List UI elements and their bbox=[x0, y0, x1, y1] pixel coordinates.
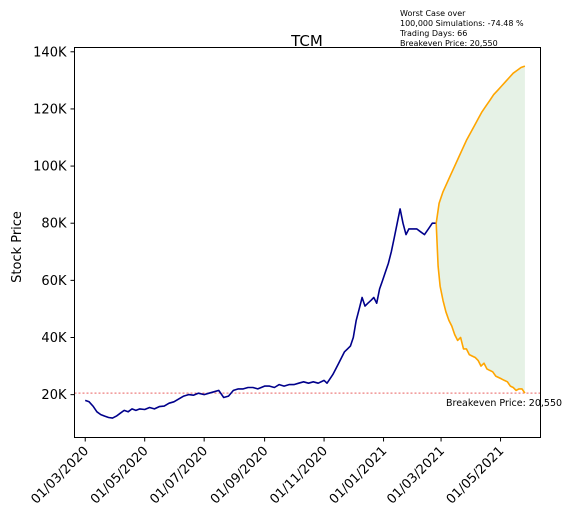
axes-frame bbox=[74, 47, 541, 438]
x-tick-label: 01/01/2021 bbox=[327, 444, 391, 508]
y-axis: 20K 40K 60K 80K 100K 120K 140K bbox=[33, 45, 75, 403]
annotation-line-2: 100,000 Simulations: -74.48 % bbox=[400, 19, 524, 28]
y-axis-label: Stock Price bbox=[10, 211, 25, 283]
x-tick-label: 01/11/2020 bbox=[267, 444, 331, 508]
y-tick-label: 60K bbox=[41, 274, 67, 289]
breakeven-label: Breakeven Price: 20,550 bbox=[446, 398, 562, 409]
y-tick-label: 100K bbox=[33, 160, 67, 175]
annotation-line-1: Worst Case over bbox=[400, 9, 466, 18]
historical-price-line bbox=[84, 208, 437, 419]
y-tick-label: 20K bbox=[41, 388, 67, 403]
forecast-range-area bbox=[436, 66, 525, 394]
forecast-upper-line bbox=[435, 65, 526, 224]
chart-title: TCM bbox=[290, 32, 323, 50]
x-axis: 01/03/202001/05/202001/07/202001/09/2020… bbox=[28, 437, 508, 508]
x-tick-label: 01/05/2020 bbox=[88, 444, 152, 508]
plot-area bbox=[74, 65, 541, 419]
x-tick-label: 01/03/2021 bbox=[384, 444, 448, 508]
annotation-block: Worst Case over 100,000 Simulations: -74… bbox=[399, 9, 524, 48]
y-tick-label: 140K bbox=[33, 45, 67, 60]
x-tick-label: 01/05/2021 bbox=[444, 444, 508, 508]
x-tick-label: 01/07/2020 bbox=[147, 444, 211, 508]
y-tick-label: 120K bbox=[33, 102, 67, 117]
annotation-line-4: Breakeven Price: 20,550 bbox=[400, 39, 498, 48]
x-tick-label: 01/03/2020 bbox=[28, 444, 92, 508]
x-tick-label: 01/09/2020 bbox=[208, 444, 272, 508]
y-tick-label: 80K bbox=[41, 217, 67, 232]
y-tick-label: 40K bbox=[41, 331, 67, 346]
annotation-line-3: Trading Days: 66 bbox=[399, 29, 467, 38]
forecast-lower-line bbox=[435, 223, 526, 394]
